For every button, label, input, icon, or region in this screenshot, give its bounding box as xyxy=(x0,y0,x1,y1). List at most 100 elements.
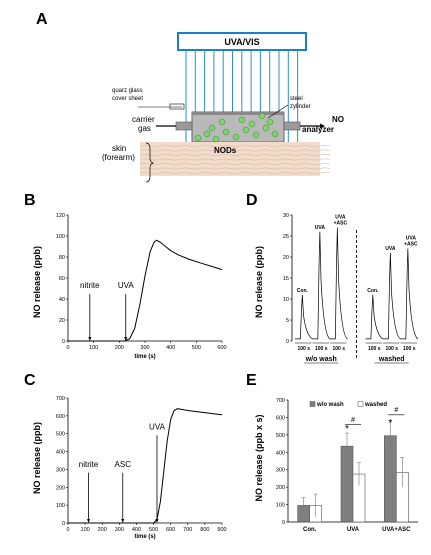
peak-label: UVA xyxy=(335,215,346,221)
skin-layer xyxy=(140,142,320,176)
nod-particle xyxy=(242,126,250,134)
nod-particle xyxy=(262,124,270,132)
skin-bracket xyxy=(145,142,155,183)
y-tick-label: 700 xyxy=(276,398,285,404)
skin-label-1: skin xyxy=(112,144,126,153)
category-label: UVA xyxy=(347,527,360,533)
no-outlet xyxy=(283,121,301,131)
lamp-label: UVA/VIS xyxy=(224,37,259,47)
category-label: UVA+ASC xyxy=(382,527,411,533)
peak-trace xyxy=(400,248,419,340)
annotation-label: nitrite xyxy=(80,281,100,290)
segment-label: 100 s xyxy=(385,346,398,352)
annotation-arrowhead xyxy=(155,519,159,523)
y-tick-label: 20 xyxy=(59,318,65,324)
nod-particle xyxy=(248,120,256,128)
y-tick-label: 600 xyxy=(56,414,65,420)
y-tick-label: 700 xyxy=(56,396,65,402)
y-tick-label: 25 xyxy=(283,234,289,240)
chart-c: 0 100 200 300 400 500 600 700 0 100 200 300 400 500 60… xyxy=(56,396,227,533)
peak-trace xyxy=(295,294,313,340)
y-tick-label: 200 xyxy=(56,485,65,491)
y-tick-label: 0 xyxy=(282,520,285,526)
peak-label: +ASC xyxy=(404,242,418,248)
x-tick-label: 800 xyxy=(200,527,209,533)
nod-particle xyxy=(208,124,216,132)
quarz-glass xyxy=(169,103,185,110)
b-xlabel: time (s) xyxy=(134,354,155,360)
nod-particle xyxy=(218,118,226,126)
significance-hash: # xyxy=(351,417,355,424)
y-tick-label: 0 xyxy=(286,339,289,345)
significance-star: * xyxy=(388,418,392,429)
y-tick-label: 500 xyxy=(56,432,65,438)
x-tick-label: 300 xyxy=(115,527,124,533)
e-ylabel: NO release (ppb x s) xyxy=(254,414,264,501)
nod-particle xyxy=(266,118,274,126)
x-tick-label: 900 xyxy=(217,527,226,533)
segment-label: 100 s xyxy=(403,346,416,352)
panel-b: B NO release (ppb) time (s) 0 20 40 60 80 100… xyxy=(24,192,227,360)
annotation-label: UVA xyxy=(118,281,135,290)
x-tick-label: 700 xyxy=(183,527,192,533)
nods-particles xyxy=(194,112,279,143)
nod-particle xyxy=(252,131,260,139)
category-label: Con. xyxy=(303,527,317,533)
y-tick-label: 0 xyxy=(62,521,65,527)
legend-swatch-wo-wash xyxy=(309,401,316,407)
no-label: NO xyxy=(332,115,344,124)
peak-label: Con. xyxy=(297,288,309,294)
y-tick-label: 60 xyxy=(59,276,65,282)
skin-label-2: (forearm) xyxy=(102,153,135,162)
significance-star: * xyxy=(345,424,349,435)
panel-c: C NO release (ppb) time (s) 0 100 200 300 40… xyxy=(24,372,227,540)
peak-trace xyxy=(312,231,331,340)
y-tick-label: 300 xyxy=(276,468,285,474)
y-tick-label: 400 xyxy=(56,450,65,456)
peak-label: UVA xyxy=(385,246,396,252)
skin-line xyxy=(139,158,331,161)
x-tick-label: 0 xyxy=(66,527,69,533)
nod-particle xyxy=(203,130,211,138)
steel-label-1: steel xyxy=(290,96,303,102)
analyzer-label: analyzer xyxy=(302,125,334,134)
peak-label: +ASC xyxy=(334,221,348,227)
legend-swatch-washed xyxy=(357,401,364,407)
y-tick-label: 40 xyxy=(59,297,65,303)
x-tick-label: 500 xyxy=(192,345,201,351)
quarz-label-1: quarz glass xyxy=(112,88,143,94)
x-tick-label: 200 xyxy=(115,345,124,351)
nod-particle xyxy=(258,112,266,120)
nod-particle xyxy=(271,130,279,138)
y-tick-label: 20 xyxy=(283,255,289,261)
quarz-label-2: cover sheet xyxy=(112,96,143,102)
x-tick-label: 100 xyxy=(81,527,90,533)
nod-particle xyxy=(232,133,240,141)
panel-d: D NO release (ppb) 0 5 10 15 20 25 30 Con. 100 s… xyxy=(246,192,419,364)
y-tick-label: 80 xyxy=(59,255,65,261)
annotation-label: nitrite xyxy=(79,460,99,469)
skin-texture xyxy=(139,145,331,174)
group-label: washed xyxy=(378,356,405,363)
outlet-arrowhead xyxy=(320,123,325,129)
peak-trace xyxy=(365,294,384,340)
x-tick-label: 600 xyxy=(217,345,226,351)
x-tick-label: 300 xyxy=(140,345,149,351)
peak-label: Con. xyxy=(367,288,379,294)
annotation-arrowhead xyxy=(124,337,128,341)
legend-label: washed xyxy=(364,402,387,408)
annotation-label: UVA xyxy=(149,422,166,431)
panel-letter-d: D xyxy=(246,192,258,209)
carrier-label-2: gas xyxy=(138,124,151,133)
annotation-arrowhead xyxy=(88,337,92,341)
x-tick-label: 500 xyxy=(149,527,158,533)
skin-line xyxy=(139,154,331,156)
annotation-label: ASC xyxy=(115,460,132,469)
c-ylabel: NO release (ppb) xyxy=(32,422,42,494)
panel-e: E NO release (ppb x s) 0 100 200 300 400 500 6… xyxy=(246,372,418,533)
series-line xyxy=(68,408,223,524)
x-tick-label: 200 xyxy=(98,527,107,533)
y-tick-label: 500 xyxy=(276,433,285,439)
